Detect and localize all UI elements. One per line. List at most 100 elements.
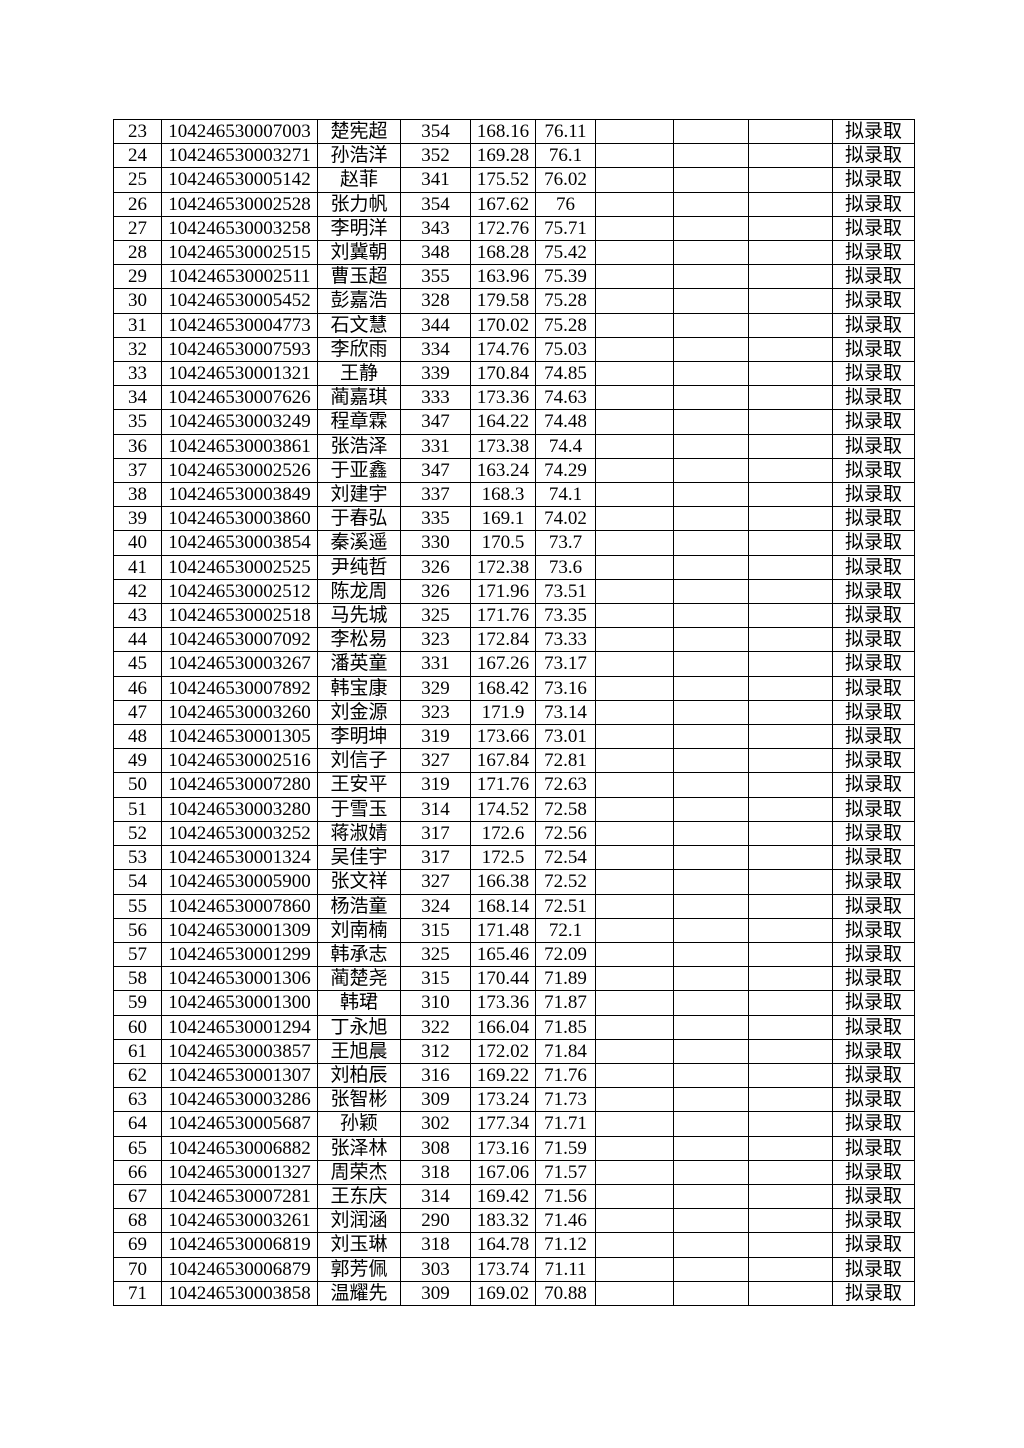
cell-blank [673, 554, 749, 580]
table-row: 26 104246530002528 张力帆 354 167.62 76 拟录取 [113, 191, 915, 217]
cell-rank: 70 [113, 1256, 162, 1282]
table-row: 23 104246530007003 楚宪超 354 168.16 76.11 拟录取 [113, 118, 915, 145]
cell-blank [595, 748, 674, 774]
cell-blank [673, 603, 749, 629]
cell-retest-score: 173.24 [470, 1087, 536, 1113]
cell-retest-score: 169.1 [470, 506, 536, 532]
cell-retest-score: 172.5 [470, 845, 536, 871]
cell-blank [748, 143, 833, 169]
cell-status: 拟录取 [832, 167, 915, 193]
cell-blank [748, 118, 833, 145]
cell-blank [748, 361, 833, 387]
cell-rank: 24 [113, 143, 162, 169]
cell-candidate-id: 104246530006879 [161, 1256, 318, 1282]
cell-name: 王东庆 [317, 1183, 401, 1210]
cell-blank [595, 820, 674, 847]
cell-initial-score: 352 [400, 143, 471, 169]
cell-candidate-id: 104246530003261 [161, 1208, 318, 1234]
cell-rank: 57 [113, 941, 162, 968]
cell-name: 韩宝康 [317, 675, 401, 701]
cell-blank [673, 361, 749, 387]
cell-candidate-id: 104246530003849 [161, 482, 318, 508]
table-row: 33 104246530001321 王静 339 170.84 74.85 拟录取 [113, 361, 915, 387]
cell-blank [748, 457, 833, 484]
cell-name: 温耀先 [317, 1280, 401, 1306]
cell-status: 拟录取 [832, 1014, 915, 1040]
cell-total-score: 72.1 [535, 917, 596, 943]
table-row: 42 104246530002512 陈龙周 326 171.96 73.51 拟录取 [113, 578, 915, 605]
cell-blank [748, 1014, 833, 1040]
cell-candidate-id: 104246530005687 [161, 1111, 318, 1137]
cell-blank [748, 1135, 833, 1161]
cell-blank [748, 240, 833, 266]
cell-retest-score: 164.78 [470, 1232, 536, 1258]
cell-blank [748, 893, 833, 919]
cell-name: 刘南楠 [317, 917, 401, 943]
cell-status: 拟录取 [832, 409, 915, 435]
cell-total-score: 73.7 [535, 530, 596, 556]
cell-total-score: 71.89 [535, 966, 596, 992]
cell-initial-score: 316 [400, 1062, 471, 1089]
cell-retest-score: 172.38 [470, 554, 536, 580]
cell-rank: 64 [113, 1111, 162, 1137]
cell-name: 于春弘 [317, 506, 401, 532]
cell-blank [748, 869, 833, 895]
cell-blank [595, 1256, 674, 1282]
cell-rank: 40 [113, 530, 162, 556]
cell-retest-score: 173.16 [470, 1135, 536, 1161]
cell-candidate-id: 104246530007280 [161, 772, 318, 798]
cell-blank [748, 627, 833, 653]
cell-total-score: 74.29 [535, 457, 596, 484]
cell-blank [673, 385, 749, 411]
cell-rank: 69 [113, 1232, 162, 1258]
cell-candidate-id: 104246530007003 [161, 118, 318, 145]
cell-candidate-id: 104246530002526 [161, 457, 318, 484]
cell-status: 拟录取 [832, 772, 915, 798]
cell-retest-score: 172.76 [470, 215, 536, 242]
cell-initial-score: 325 [400, 941, 471, 968]
cell-retest-score: 173.36 [470, 385, 536, 411]
cell-name: 周荣杰 [317, 1159, 401, 1185]
cell-status: 拟录取 [832, 240, 915, 266]
table-row: 30 104246530005452 彭嘉浩 328 179.58 75.28 拟录取 [113, 288, 915, 314]
cell-blank [748, 845, 833, 871]
cell-status: 拟录取 [832, 118, 915, 145]
cell-status: 拟录取 [832, 966, 915, 992]
cell-name: 王静 [317, 361, 401, 387]
cell-name: 李欣雨 [317, 336, 401, 363]
table-row: 49 104246530002516 刘信子 327 167.84 72.81 拟录取 [113, 748, 915, 774]
cell-candidate-id: 104246530007860 [161, 893, 318, 919]
cell-total-score: 72.63 [535, 772, 596, 798]
cell-status: 拟录取 [832, 1232, 915, 1258]
cell-blank [595, 361, 674, 387]
table-row: 37 104246530002526 于亚鑫 347 163.24 74.29 拟录取 [113, 457, 915, 484]
cell-candidate-id: 104246530003249 [161, 409, 318, 435]
cell-status: 拟录取 [832, 893, 915, 919]
cell-blank [595, 312, 674, 338]
cell-name: 张泽林 [317, 1135, 401, 1161]
cell-candidate-id: 104246530003260 [161, 699, 318, 726]
cell-blank [673, 1183, 749, 1210]
cell-name: 刘信子 [317, 748, 401, 774]
cell-rank: 31 [113, 312, 162, 338]
cell-blank [673, 772, 749, 798]
cell-candidate-id: 104246530003854 [161, 530, 318, 556]
cell-retest-score: 167.06 [470, 1159, 536, 1185]
cell-blank [673, 1087, 749, 1113]
cell-retest-score: 171.48 [470, 917, 536, 943]
cell-blank [748, 796, 833, 822]
cell-blank [748, 1232, 833, 1258]
cell-rank: 25 [113, 167, 162, 193]
cell-blank [595, 699, 674, 726]
cell-rank: 65 [113, 1135, 162, 1161]
table-row: 39 104246530003860 于春弘 335 169.1 74.02 拟录取 [113, 506, 915, 532]
cell-retest-score: 172.02 [470, 1038, 536, 1064]
cell-initial-score: 323 [400, 699, 471, 726]
cell-status: 拟录取 [832, 578, 915, 605]
cell-initial-score: 341 [400, 167, 471, 193]
cell-candidate-id: 104246530003258 [161, 215, 318, 242]
cell-total-score: 72.09 [535, 941, 596, 968]
cell-initial-score: 314 [400, 796, 471, 822]
cell-initial-score: 319 [400, 724, 471, 750]
table-row: 38 104246530003849 刘建宇 337 168.3 74.1 拟录取 [113, 482, 915, 508]
